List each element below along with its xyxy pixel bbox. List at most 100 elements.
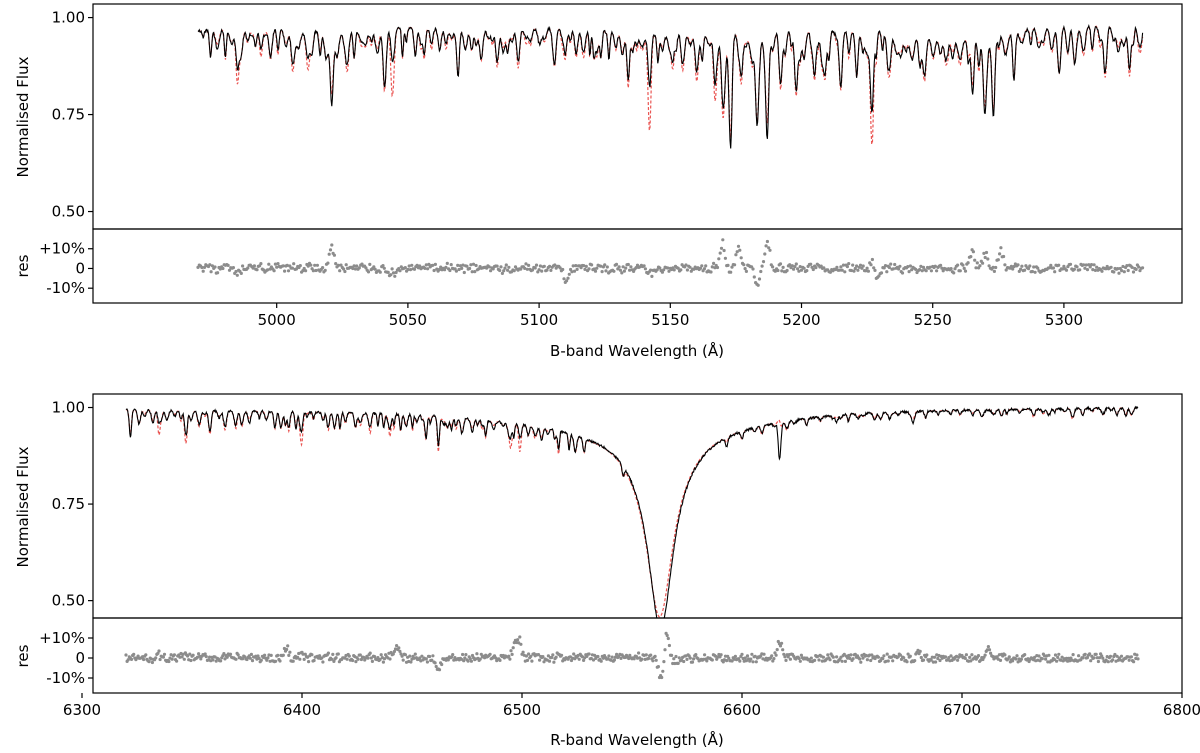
residual-point: [310, 653, 314, 657]
residual-point: [351, 658, 355, 663]
residual-point: [339, 263, 343, 267]
residual-point: [142, 657, 146, 662]
residual-point: [822, 266, 826, 270]
residual-point: [292, 262, 296, 266]
residual-point: [914, 267, 918, 271]
residual-point: [782, 652, 786, 656]
residual-point: [410, 263, 414, 267]
x-tick-label: 5300: [1045, 311, 1083, 329]
residual-point: [849, 653, 853, 657]
residual-point: [431, 654, 435, 658]
residual-point: [986, 257, 990, 261]
residual-point: [359, 657, 363, 662]
residual-point: [330, 243, 334, 247]
residual-point: [1130, 265, 1134, 269]
residual-point: [332, 253, 336, 257]
residual-point: [431, 263, 435, 267]
residual-point: [147, 660, 151, 664]
residual-point: [626, 262, 630, 267]
residual-point: [725, 659, 729, 663]
residual-point: [437, 267, 441, 272]
residual-point: [712, 261, 716, 265]
residual-point: [969, 255, 973, 259]
residual-point: [154, 656, 158, 660]
residual-point: [1071, 653, 1075, 657]
residual-point: [690, 660, 695, 664]
residual-point: [1106, 660, 1110, 664]
residual-point: [382, 266, 386, 270]
residual-point: [391, 271, 396, 275]
residual-point: [464, 653, 468, 657]
residual-point: [420, 654, 424, 658]
residual-point: [538, 658, 542, 662]
residual-point: [1096, 659, 1100, 664]
residual-point: [794, 262, 798, 266]
residual-point: [368, 651, 372, 655]
residual-point: [1056, 655, 1060, 660]
residual-point: [511, 646, 515, 650]
residual-point: [671, 661, 675, 666]
residual-point: [1094, 652, 1098, 656]
residual-point: [574, 264, 578, 268]
residual-point: [986, 645, 991, 649]
residual-point: [298, 264, 302, 268]
residual-point: [605, 265, 609, 269]
residual-point: [781, 265, 785, 269]
residual-point: [199, 657, 203, 661]
residual-point: [910, 268, 914, 272]
residual-point: [735, 250, 739, 254]
residual-point: [1097, 656, 1102, 660]
residual-point: [524, 654, 529, 658]
residual-point: [546, 654, 551, 658]
residual-point: [412, 267, 417, 271]
residual-point: [567, 272, 571, 276]
residual-point: [255, 268, 259, 272]
r-band-flux-plot: 1.00 0.75 0.50: [52, 393, 1183, 619]
residual-point: [599, 659, 603, 663]
residual-point: [1085, 268, 1090, 272]
residual-point: [507, 265, 511, 269]
residual-point: [1092, 263, 1096, 267]
residual-point: [962, 266, 966, 270]
residual-point: [963, 269, 968, 273]
residual-point: [318, 654, 322, 658]
residual-point: [971, 250, 976, 254]
residual-point: [172, 653, 176, 657]
residual-point: [738, 248, 742, 252]
residual-point: [403, 653, 407, 657]
residual-point: [1101, 656, 1105, 660]
residual-point: [167, 659, 171, 664]
residual-point: [632, 269, 636, 273]
residual-point: [672, 268, 676, 272]
residual-point: [266, 656, 270, 660]
residual-point: [869, 263, 873, 267]
residual-point: [682, 659, 686, 664]
residual-point: [717, 257, 721, 261]
residual-point: [269, 653, 273, 658]
residual-point: [457, 267, 461, 272]
residual-point: [560, 653, 564, 657]
residual-point: [1119, 654, 1124, 658]
residual-point: [587, 267, 591, 271]
residual-point: [428, 654, 432, 659]
x-tick-label: 6400: [283, 701, 321, 719]
residual-point: [278, 659, 282, 663]
residual-point: [968, 655, 972, 660]
residual-point: [958, 269, 962, 273]
residual-point: [764, 244, 768, 248]
residual-point: [225, 655, 229, 659]
residual-point: [856, 268, 860, 272]
residual-point: [530, 268, 535, 272]
residual-point: [835, 655, 839, 659]
residual-point: [366, 656, 370, 660]
residual-point: [788, 657, 793, 661]
x-tick-label: 6500: [503, 701, 541, 719]
residual-point: [826, 653, 830, 657]
residual-point: [1003, 653, 1007, 657]
residual-point: [621, 265, 625, 269]
residual-point: [745, 654, 750, 658]
residual-point: [752, 275, 756, 279]
residual-point: [512, 269, 516, 273]
residual-point: [321, 266, 325, 270]
residual-point: [186, 654, 190, 658]
